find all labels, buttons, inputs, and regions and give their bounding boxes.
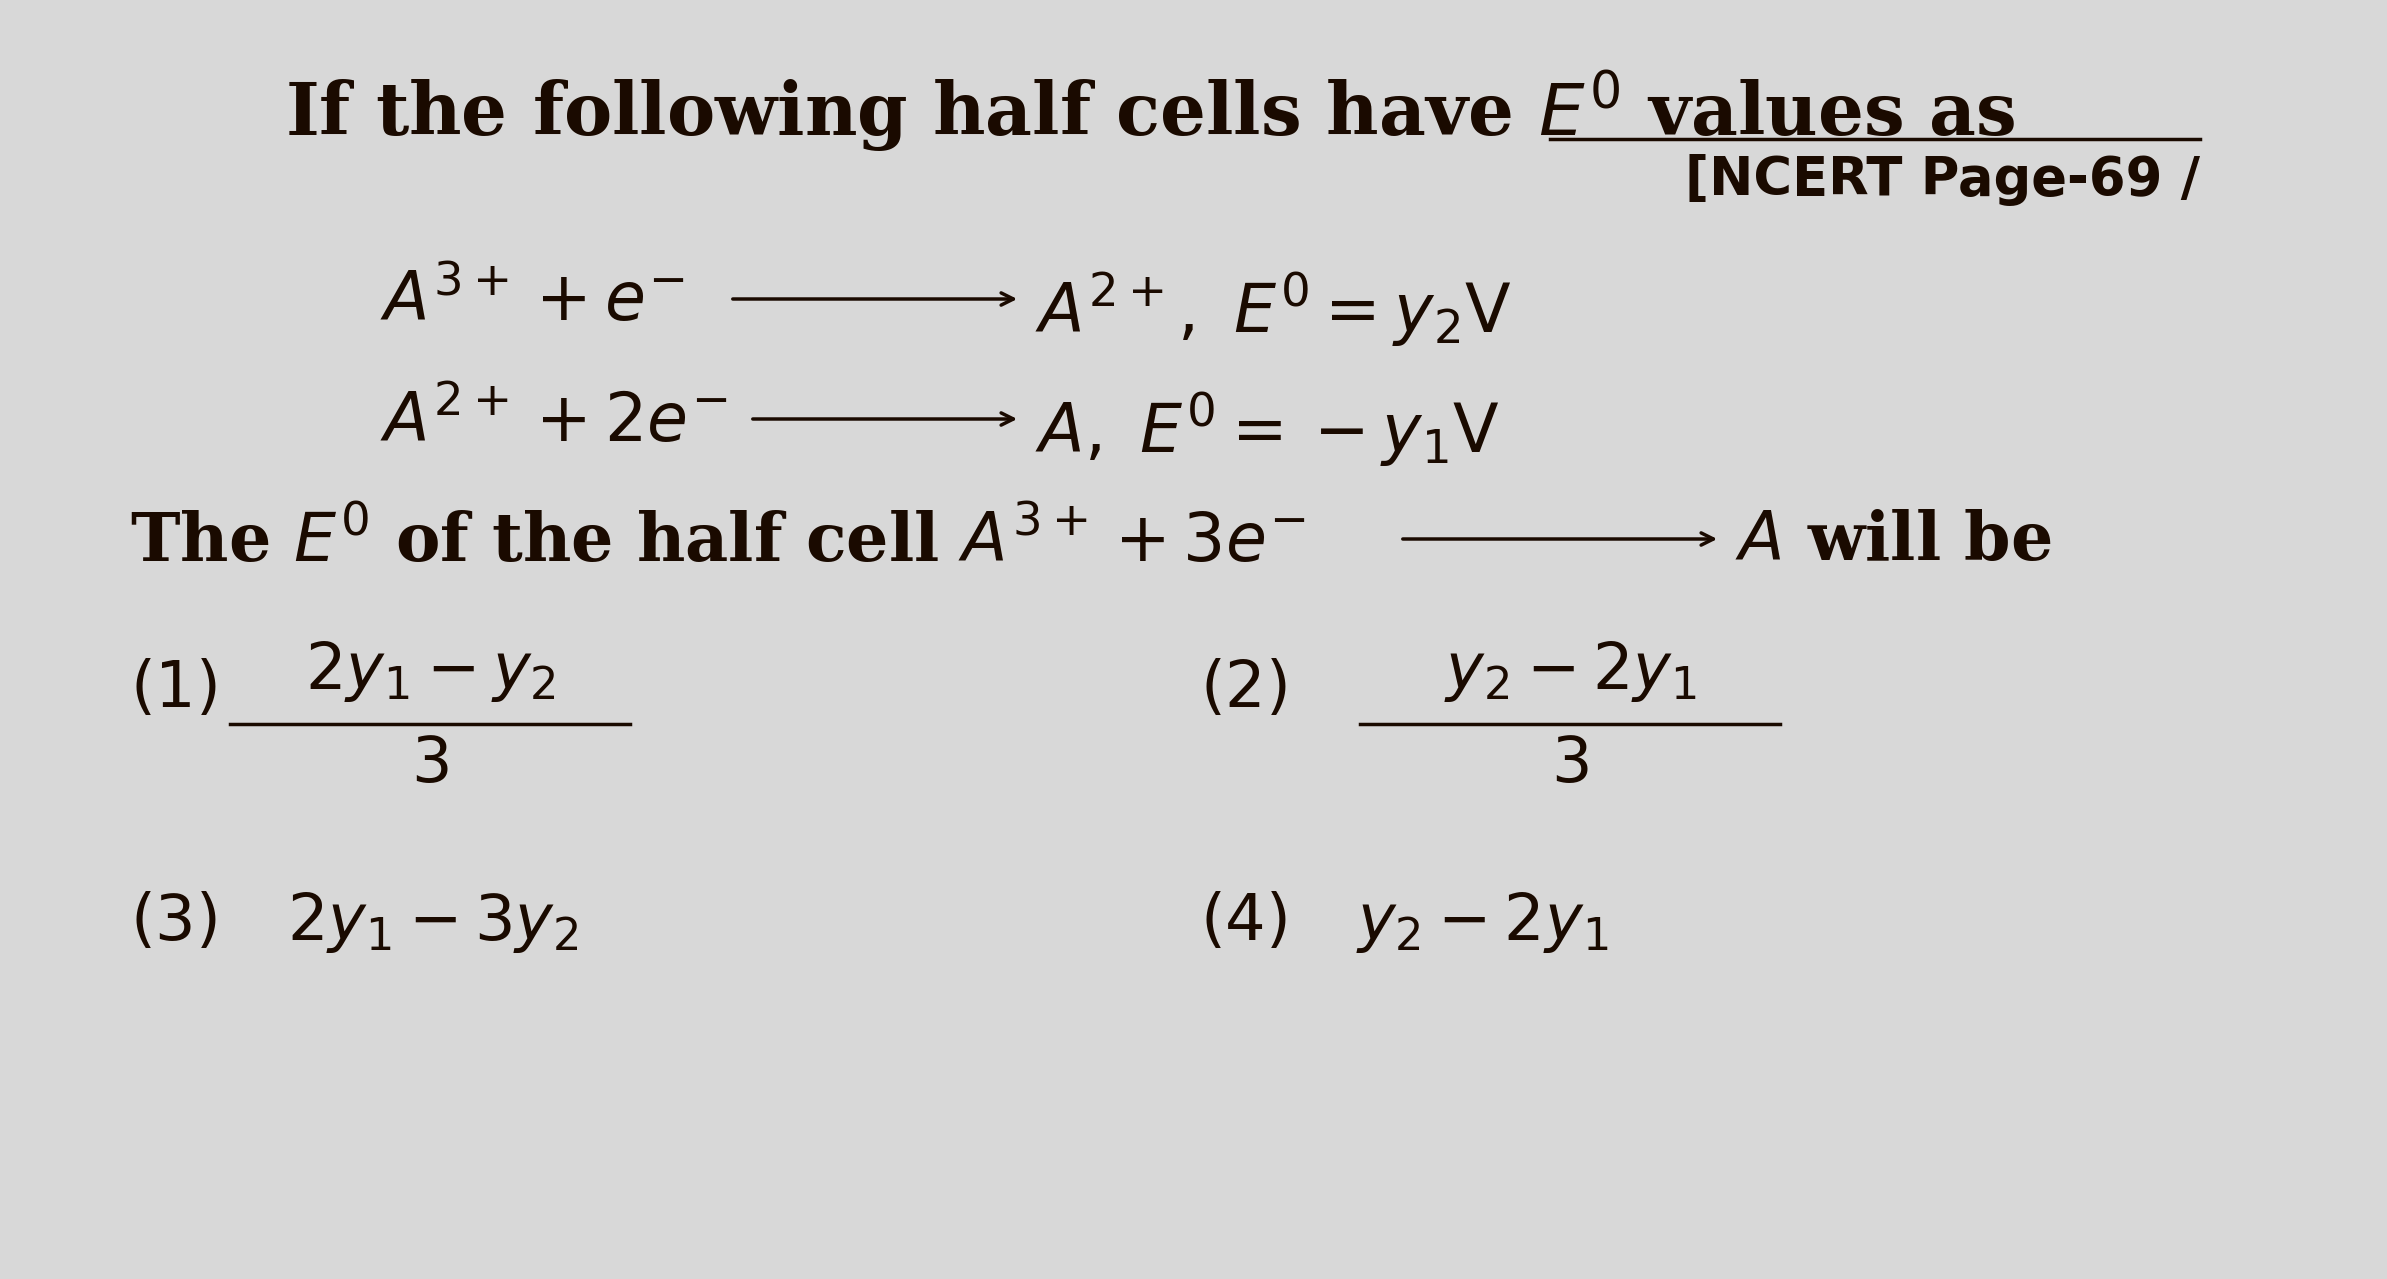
Text: $(1)$: $(1)$ (129, 659, 217, 720)
Text: $A^{2+} + 2e^{-}$: $A^{2+} + 2e^{-}$ (380, 389, 728, 455)
Text: $(3)$   $2y_1 - 3y_2$: $(3)$ $2y_1 - 3y_2$ (129, 889, 578, 955)
Text: The $E^0$ of the half cell $A^{3+} + 3e^{-}$: The $E^0$ of the half cell $A^{3+} + 3e^… (129, 509, 1306, 576)
Text: $(4)$   $y_2 - 2y_1$: $(4)$ $y_2 - 2y_1$ (1201, 889, 1609, 955)
Text: $A$ will be: $A$ will be (1735, 509, 2053, 574)
Text: [NCERT Page-69 /: [NCERT Page-69 / (1685, 153, 2201, 206)
Text: $2y_1 - y_2$: $2y_1 - y_2$ (306, 640, 556, 703)
Text: $(2)$: $(2)$ (1201, 659, 1287, 720)
Text: $3$: $3$ (1552, 734, 1590, 796)
Text: $A^{2+},\ E^0 = y_2\mathrm{V}$: $A^{2+},\ E^0 = y_2\mathrm{V}$ (1036, 269, 1511, 349)
Text: $y_2 - 2y_1$: $y_2 - 2y_1$ (1444, 640, 1697, 703)
Text: $A,\ E^0 = -y_1\mathrm{V}$: $A,\ E^0 = -y_1\mathrm{V}$ (1036, 389, 1499, 468)
Text: $A^{3+} + e^{-}$: $A^{3+} + e^{-}$ (380, 269, 685, 335)
Text: If the following half cells have $E^0$ values as: If the following half cells have $E^0$ v… (284, 69, 2015, 156)
Text: $3$: $3$ (411, 734, 449, 796)
